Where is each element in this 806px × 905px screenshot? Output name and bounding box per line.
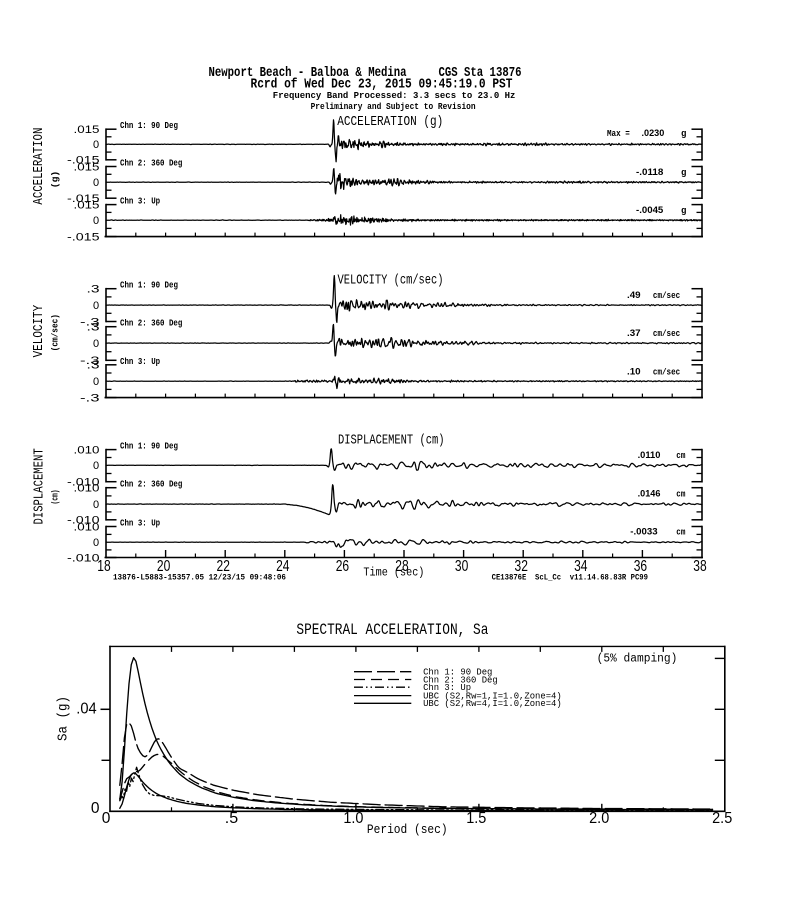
svg-text:0: 0 <box>93 300 99 312</box>
svg-text:Frequency Band Processed: 3.3: Frequency Band Processed: 3.3 secs to 23… <box>273 90 516 101</box>
svg-text:.015: .015 <box>74 161 100 173</box>
svg-text:.015: .015 <box>74 124 100 136</box>
svg-text:Chn 2: 360 Deg: Chn 2: 360 Deg <box>120 319 182 329</box>
svg-text:Chn 1: 90 Deg: Chn 1: 90 Deg <box>120 121 178 131</box>
svg-text:-.0033: -.0033 <box>630 527 657 537</box>
svg-text:Max =: Max = <box>607 129 630 139</box>
svg-text:ACCELERATION: ACCELERATION <box>31 128 47 205</box>
svg-text:.3: .3 <box>87 360 100 372</box>
svg-text:Preliminary and Subject to Rev: Preliminary and Subject to Revision <box>311 101 476 112</box>
svg-text:.0230: .0230 <box>642 128 665 138</box>
svg-text:2.0: 2.0 <box>589 810 609 827</box>
svg-text:-.015: -.015 <box>67 193 100 205</box>
svg-text:Rcrd of Wed Dec 23, 2015 09:45: Rcrd of Wed Dec 23, 2015 09:45:19.0 PST <box>251 77 513 93</box>
svg-text:cm: cm <box>676 528 686 538</box>
svg-text:Chn 1: 90 Deg: Chn 1: 90 Deg <box>120 442 178 452</box>
svg-text:cm: cm <box>676 490 686 500</box>
svg-text:.3: .3 <box>87 284 100 296</box>
svg-text:cm/sec: cm/sec <box>653 291 680 301</box>
svg-text:34: 34 <box>574 558 588 575</box>
svg-text:0: 0 <box>91 800 100 817</box>
svg-text:(cm): (cm) <box>50 490 61 505</box>
svg-text:38: 38 <box>693 558 706 575</box>
svg-text:.3: .3 <box>87 322 100 334</box>
svg-text:18: 18 <box>97 558 110 575</box>
svg-text:ACCELERATION (g): ACCELERATION (g) <box>337 114 443 130</box>
svg-text:-.015: -.015 <box>67 155 100 167</box>
svg-text:.5: .5 <box>225 810 238 827</box>
svg-text:0: 0 <box>93 376 99 388</box>
svg-text:Chn 3: Up: Chn 3: Up <box>120 357 160 367</box>
svg-text:1.5: 1.5 <box>466 810 486 827</box>
svg-text:(5% damping): (5% damping) <box>597 653 678 666</box>
svg-text:CE13876E ScL_Cc v11.14.68.83: CE13876E ScL_Cc v11.14.68.83R PC99 <box>492 573 648 583</box>
svg-text:cm: cm <box>676 451 686 461</box>
svg-text:-.010: -.010 <box>67 515 100 527</box>
svg-text:UBC (S2,Rw=4,I=1.0,Zone=4): UBC (S2,Rw=4,I=1.0,Zone=4) <box>423 699 562 709</box>
svg-text:.015: .015 <box>74 200 100 212</box>
svg-text:13876-L5883-15357.05 12/23/15: 13876-L5883-15357.05 12/23/15 09:48:06 <box>113 573 286 583</box>
svg-text:0: 0 <box>102 810 111 827</box>
svg-text:Chn 1: 90 Deg: Chn 1: 90 Deg <box>120 281 178 291</box>
svg-text:26: 26 <box>336 558 349 575</box>
svg-text:.04: .04 <box>76 700 97 717</box>
svg-text:Chn 2: 360 Deg: Chn 2: 360 Deg <box>423 675 498 685</box>
svg-text:DISPLACEMENT (cm): DISPLACEMENT (cm) <box>338 432 445 448</box>
svg-text:28: 28 <box>395 558 408 575</box>
svg-text:0: 0 <box>93 215 99 227</box>
svg-text:24: 24 <box>276 558 290 575</box>
svg-text:0: 0 <box>93 177 99 189</box>
svg-text:-.015: -.015 <box>67 232 100 244</box>
svg-text:2.5: 2.5 <box>712 810 732 827</box>
svg-text:-.3: -.3 <box>80 355 100 367</box>
svg-text:0: 0 <box>93 460 99 472</box>
svg-text:Chn 2: 360 Deg: Chn 2: 360 Deg <box>120 159 182 169</box>
svg-text:0: 0 <box>93 338 99 350</box>
svg-text:22: 22 <box>217 558 230 575</box>
svg-text:Chn 2: 360 Deg: Chn 2: 360 Deg <box>120 480 182 490</box>
svg-text:1.0: 1.0 <box>343 810 363 827</box>
svg-text:36: 36 <box>634 558 647 575</box>
svg-text:.0146: .0146 <box>638 489 661 499</box>
svg-text:20: 20 <box>157 558 171 575</box>
svg-text:g: g <box>681 168 686 178</box>
svg-text:Sa (g): Sa (g) <box>56 696 72 741</box>
svg-text:Chn 1: 90 Deg: Chn 1: 90 Deg <box>423 668 492 678</box>
svg-text:-.010: -.010 <box>67 552 100 564</box>
svg-text:DISPLACEMENT: DISPLACEMENT <box>32 448 48 524</box>
svg-text:0: 0 <box>93 537 99 549</box>
svg-text:-.3: -.3 <box>80 393 100 405</box>
svg-text:VELOCITY (cm/sec): VELOCITY (cm/sec) <box>338 272 444 288</box>
svg-text:-.0118: -.0118 <box>636 167 663 177</box>
svg-text:g: g <box>681 129 686 139</box>
svg-text:.010: .010 <box>74 483 100 495</box>
svg-text:Newport Beach - Balboa & Medin: Newport Beach - Balboa & Medina CGS Sta … <box>209 65 522 81</box>
svg-text:.010: .010 <box>74 521 100 533</box>
svg-text:32: 32 <box>515 558 528 575</box>
svg-text:.10: .10 <box>627 367 641 377</box>
svg-text:-.3: -.3 <box>80 316 100 328</box>
svg-text:(cm/sec): (cm/sec) <box>50 314 61 351</box>
svg-text:Chn 3: Up: Chn 3: Up <box>120 197 160 207</box>
svg-text:.49: .49 <box>627 290 641 300</box>
svg-text:VELOCITY: VELOCITY <box>31 304 47 357</box>
svg-text:0: 0 <box>93 499 99 511</box>
svg-text:Chn 3: Up: Chn 3: Up <box>423 683 471 693</box>
svg-text:30: 30 <box>455 558 469 575</box>
svg-text:-.0045: -.0045 <box>636 205 663 215</box>
svg-text:UBC (S2,Rw=1,I=1.0,Zone=4): UBC (S2,Rw=1,I=1.0,Zone=4) <box>423 692 562 702</box>
svg-text:Chn 3: Up: Chn 3: Up <box>120 519 160 529</box>
svg-text:(g): (g) <box>50 171 61 189</box>
svg-text:Period (sec): Period (sec) <box>367 823 448 837</box>
svg-text:SPECTRAL ACCELERATION, Sa: SPECTRAL ACCELERATION, Sa <box>296 621 488 639</box>
svg-text:.010: .010 <box>74 445 100 457</box>
svg-text:g: g <box>681 206 686 216</box>
svg-text:.37: .37 <box>627 328 641 338</box>
svg-text:0: 0 <box>93 139 99 151</box>
svg-text:-.010: -.010 <box>67 477 100 489</box>
svg-text:cm/sec: cm/sec <box>653 329 680 339</box>
svg-text:Time (sec): Time (sec) <box>363 566 424 579</box>
svg-text:cm/sec: cm/sec <box>653 368 680 378</box>
svg-text:.0110: .0110 <box>638 450 661 460</box>
